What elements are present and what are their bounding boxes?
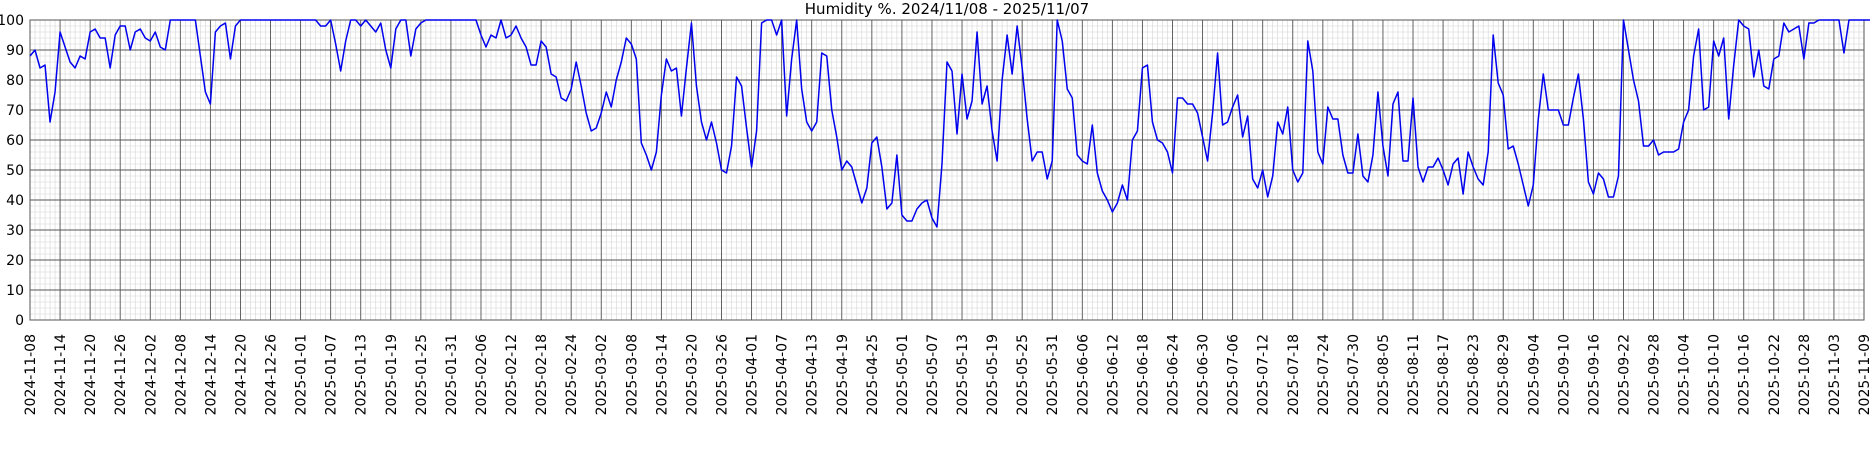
x-tick-label: 2025-09-10 xyxy=(1556,334,1572,415)
x-tick-label: 2025-05-19 xyxy=(985,334,1001,415)
x-tick-label: 2025-11-03 xyxy=(1827,334,1843,415)
chart-title: Humidity %. 2024/11/08 - 2025/11/07 xyxy=(805,0,1089,18)
x-tick-label: 2025-07-30 xyxy=(1346,334,1362,415)
x-tick-label: 2025-03-02 xyxy=(594,334,610,415)
y-tick-label: 0 xyxy=(15,313,24,329)
x-tick-label: 2025-03-14 xyxy=(654,334,670,415)
x-tick-label: 2025-05-25 xyxy=(1015,334,1031,415)
x-tick-label: 2025-09-04 xyxy=(1526,334,1542,415)
x-tick-label: 2025-06-12 xyxy=(1105,334,1121,415)
x-tick-label: 2025-10-04 xyxy=(1677,334,1693,415)
plot-border xyxy=(29,19,1865,321)
x-tick-label: 2025-07-06 xyxy=(1226,334,1242,415)
x-tick-label: 2025-04-01 xyxy=(745,334,761,415)
x-tick-label: 2024-12-20 xyxy=(233,334,249,415)
x-tick-label: 2025-06-18 xyxy=(1135,334,1151,415)
x-tick-label: 2025-03-26 xyxy=(715,334,731,415)
x-tick-label: 2025-09-16 xyxy=(1586,334,1602,415)
y-tick-label: 90 xyxy=(6,43,24,59)
x-tick-label: 2025-07-24 xyxy=(1316,334,1332,415)
x-tick-label: 2025-09-28 xyxy=(1647,334,1663,415)
x-tick-label: 2024-12-26 xyxy=(264,334,280,415)
y-tick-label: 50 xyxy=(6,163,24,179)
x-tick-label: 2025-07-18 xyxy=(1286,334,1302,415)
x-tick-label: 2025-01-01 xyxy=(294,334,310,415)
x-tick-label: 2025-01-19 xyxy=(384,334,400,415)
x-tick-label: 2025-02-18 xyxy=(534,334,550,415)
x-tick-label: 2024-12-14 xyxy=(203,334,219,415)
x-tick-label: 2025-04-13 xyxy=(805,334,821,415)
x-tick-label: 2025-09-22 xyxy=(1616,334,1632,415)
x-tick-label: 2025-10-28 xyxy=(1797,334,1813,415)
x-tick-label: 2025-06-30 xyxy=(1196,334,1212,415)
x-tick-label: 2025-01-31 xyxy=(444,334,460,415)
y-tick-label: 60 xyxy=(6,133,24,149)
x-tick-label: 2025-02-24 xyxy=(564,334,580,415)
x-tick-label: 2025-10-10 xyxy=(1707,334,1723,415)
x-tick-label: 2025-11-09 xyxy=(1857,334,1870,415)
x-tick-label: 2025-08-17 xyxy=(1436,334,1452,415)
x-tick-label: 2024-12-02 xyxy=(143,334,159,415)
humidity-series-line xyxy=(29,19,1870,228)
x-tick-label: 2025-02-06 xyxy=(474,334,490,415)
y-tick-label: 80 xyxy=(6,73,24,89)
x-tick-label: 2025-01-25 xyxy=(414,334,430,415)
y-tick-label: 30 xyxy=(6,223,24,239)
x-tick-label: 2024-11-14 xyxy=(53,334,69,415)
x-tick-label: 2025-04-19 xyxy=(835,334,851,415)
x-tick-label: 2025-02-12 xyxy=(504,334,520,415)
x-tick-label: 2025-06-24 xyxy=(1165,334,1181,415)
x-tick-label: 2025-03-08 xyxy=(624,334,640,415)
x-tick-label: 2025-08-29 xyxy=(1496,334,1512,415)
x-tick-label: 2025-10-16 xyxy=(1737,334,1753,415)
x-tick-label: 2024-12-08 xyxy=(173,334,189,415)
x-tick-label: 2025-05-01 xyxy=(895,334,911,415)
x-tick-label: 2025-08-23 xyxy=(1466,334,1482,415)
y-tick-label: 40 xyxy=(6,193,24,209)
x-tick-label: 2024-11-26 xyxy=(113,334,129,415)
y-tick-label: 100 xyxy=(0,13,24,29)
x-tick-label: 2025-06-06 xyxy=(1075,334,1091,415)
x-tick-label: 2025-08-05 xyxy=(1376,334,1392,415)
y-tick-label: 20 xyxy=(6,253,24,269)
x-tick-label: 2025-01-13 xyxy=(354,334,370,415)
x-tick-label: 2025-05-07 xyxy=(925,334,941,415)
x-tick-label: 2024-11-08 xyxy=(23,334,39,415)
x-tick-label: 2025-01-07 xyxy=(324,334,340,415)
x-tick-label: 2025-10-22 xyxy=(1767,334,1783,415)
x-tick-label: 2025-03-20 xyxy=(684,334,700,415)
x-tick-label: 2025-04-25 xyxy=(865,334,881,415)
y-tick-label: 10 xyxy=(6,283,24,299)
x-tick-label: 2025-07-12 xyxy=(1256,334,1272,415)
x-tick-label: 2025-08-11 xyxy=(1406,334,1422,415)
x-tick-label: 2025-05-13 xyxy=(955,334,971,415)
y-tick-label: 70 xyxy=(6,103,24,119)
x-tick-label: 2024-11-20 xyxy=(83,334,99,415)
x-tick-label: 2025-04-07 xyxy=(775,334,791,415)
x-tick-label: 2025-05-31 xyxy=(1045,334,1061,415)
